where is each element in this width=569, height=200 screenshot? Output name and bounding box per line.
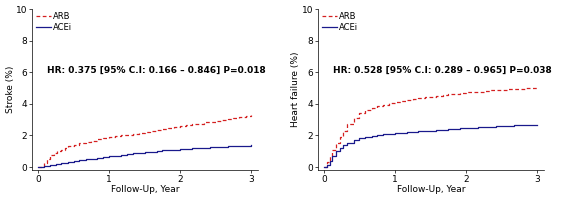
Y-axis label: Stroke (%): Stroke (%) [6, 66, 15, 113]
X-axis label: Follow-Up, Year: Follow-Up, Year [397, 185, 465, 194]
X-axis label: Follow-Up, Year: Follow-Up, Year [111, 185, 180, 194]
Text: HR: 0.375 [95% C.I: 0.166 – 0.846] P=0.018: HR: 0.375 [95% C.I: 0.166 – 0.846] P=0.0… [47, 66, 266, 75]
Y-axis label: Heart failure (%): Heart failure (%) [291, 52, 300, 127]
Legend: ARB, ACEi: ARB, ACEi [321, 12, 359, 32]
Legend: ARB, ACEi: ARB, ACEi [35, 12, 73, 32]
Text: HR: 0.528 [95% C.I: 0.289 – 0.965] P=0.038: HR: 0.528 [95% C.I: 0.289 – 0.965] P=0.0… [333, 66, 552, 75]
